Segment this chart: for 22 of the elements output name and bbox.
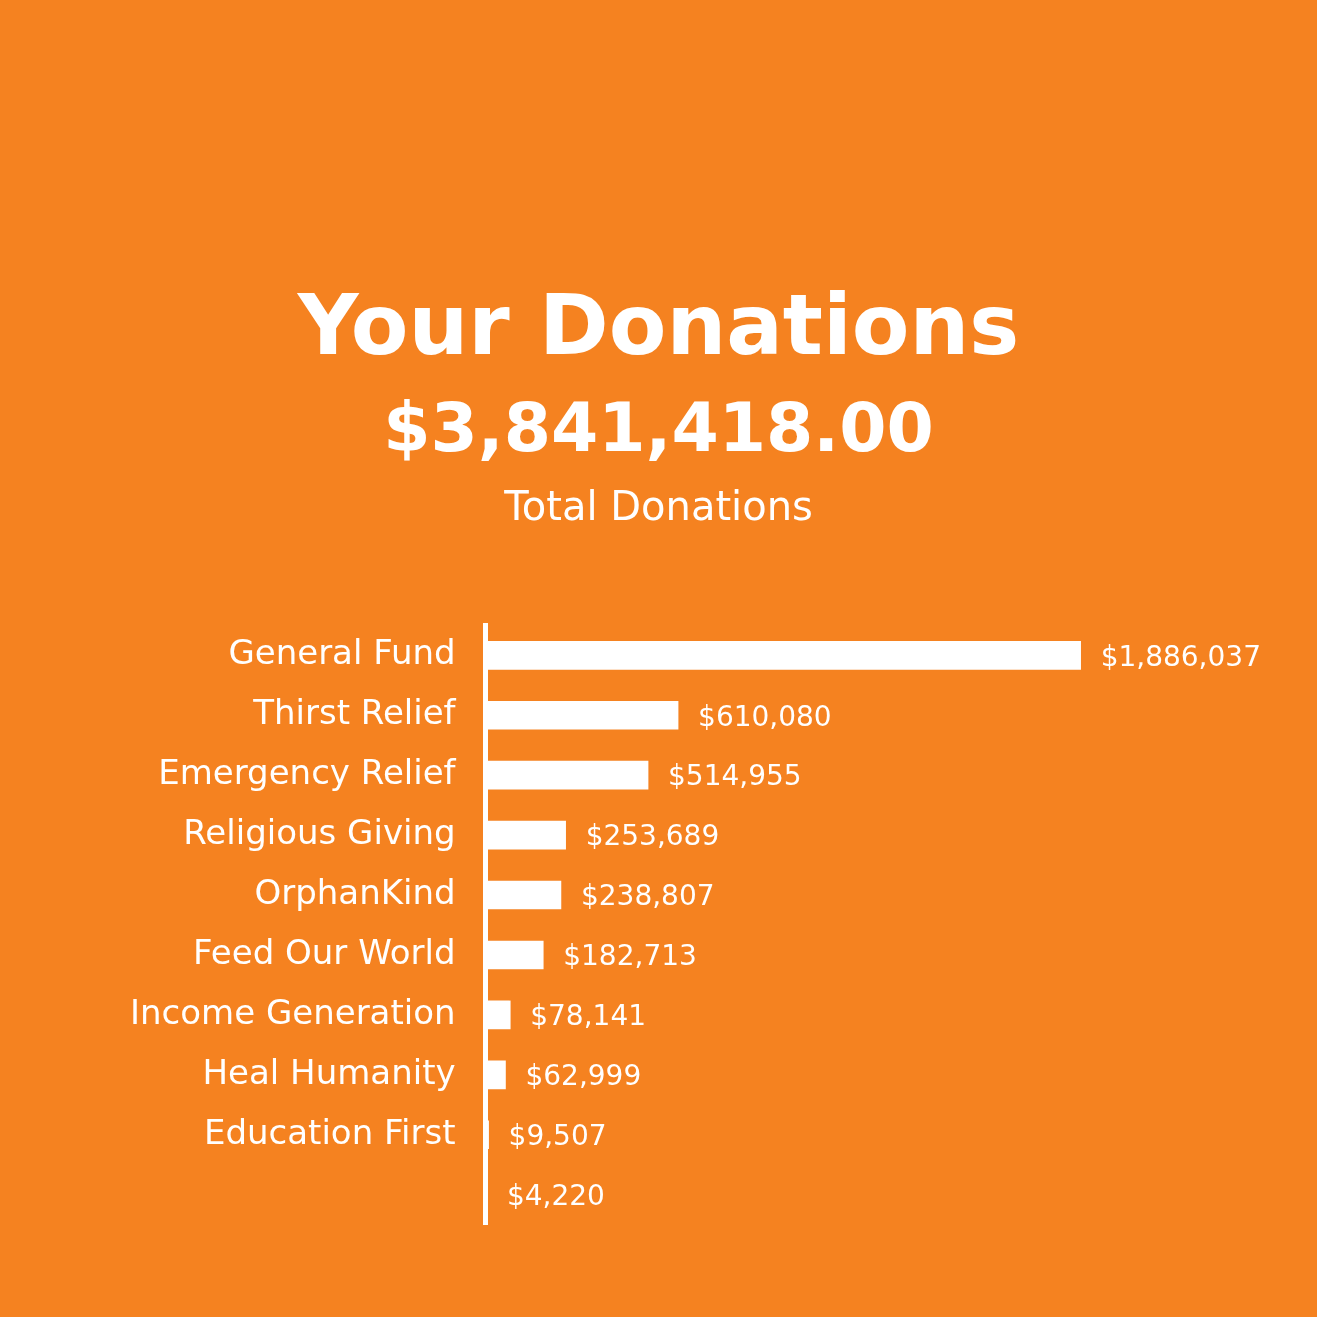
data-label: $4,220	[506, 1178, 605, 1212]
data-label: $514,955	[668, 759, 802, 793]
y-tick-label: Income Generation	[130, 991, 456, 1032]
data-label: $78,141	[530, 999, 647, 1033]
text: Total Donations	[503, 482, 814, 531]
chart-subtitle: $3,841,418.00	[382, 387, 935, 469]
data-label: $610,080	[698, 699, 832, 733]
data-label: $238,807	[580, 879, 715, 913]
data-label: $9,507	[508, 1119, 607, 1152]
y-tick-label: Emergency Relief	[158, 752, 457, 793]
y-tick-label: OrphanKind	[254, 871, 456, 912]
chart-title: Your Donations	[296, 275, 1021, 376]
y-tick-label: Heal Humanity	[202, 1051, 456, 1092]
y-tick-label: Education First	[203, 1111, 456, 1152]
y-tick-label: Religious Giving	[183, 811, 456, 852]
y-tick-label: Thirst Relief	[252, 692, 457, 733]
data-label: $1,886,037	[1100, 639, 1261, 673]
data-label: $182,713	[563, 939, 697, 973]
data-label: $62,999	[525, 1059, 642, 1093]
y-tick-label: General Fund	[228, 632, 456, 673]
y-tick-label: Feed Our World	[193, 931, 456, 972]
data-label: $253,689	[585, 819, 720, 853]
